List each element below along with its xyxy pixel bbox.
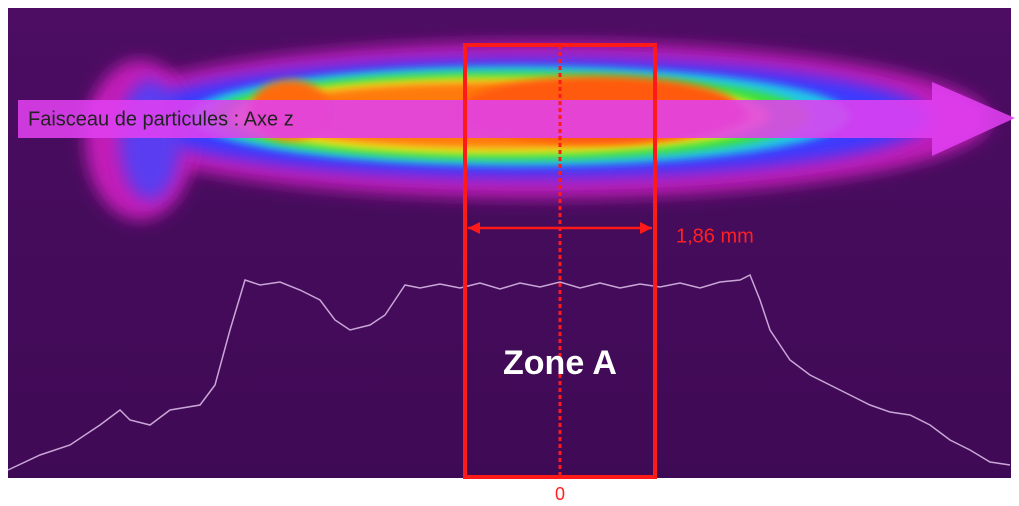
- dimension-label: 1,86 mm: [676, 225, 754, 247]
- intensity-profile: [7, 273, 1011, 471]
- zone-label: Zone A: [503, 344, 617, 382]
- beam-arrow: Faisceau de particules : Axe z: [18, 82, 1015, 156]
- origin-label: 0: [555, 484, 565, 504]
- dimension: [468, 222, 652, 234]
- beam-label: Faisceau de particules : Axe z: [28, 108, 294, 130]
